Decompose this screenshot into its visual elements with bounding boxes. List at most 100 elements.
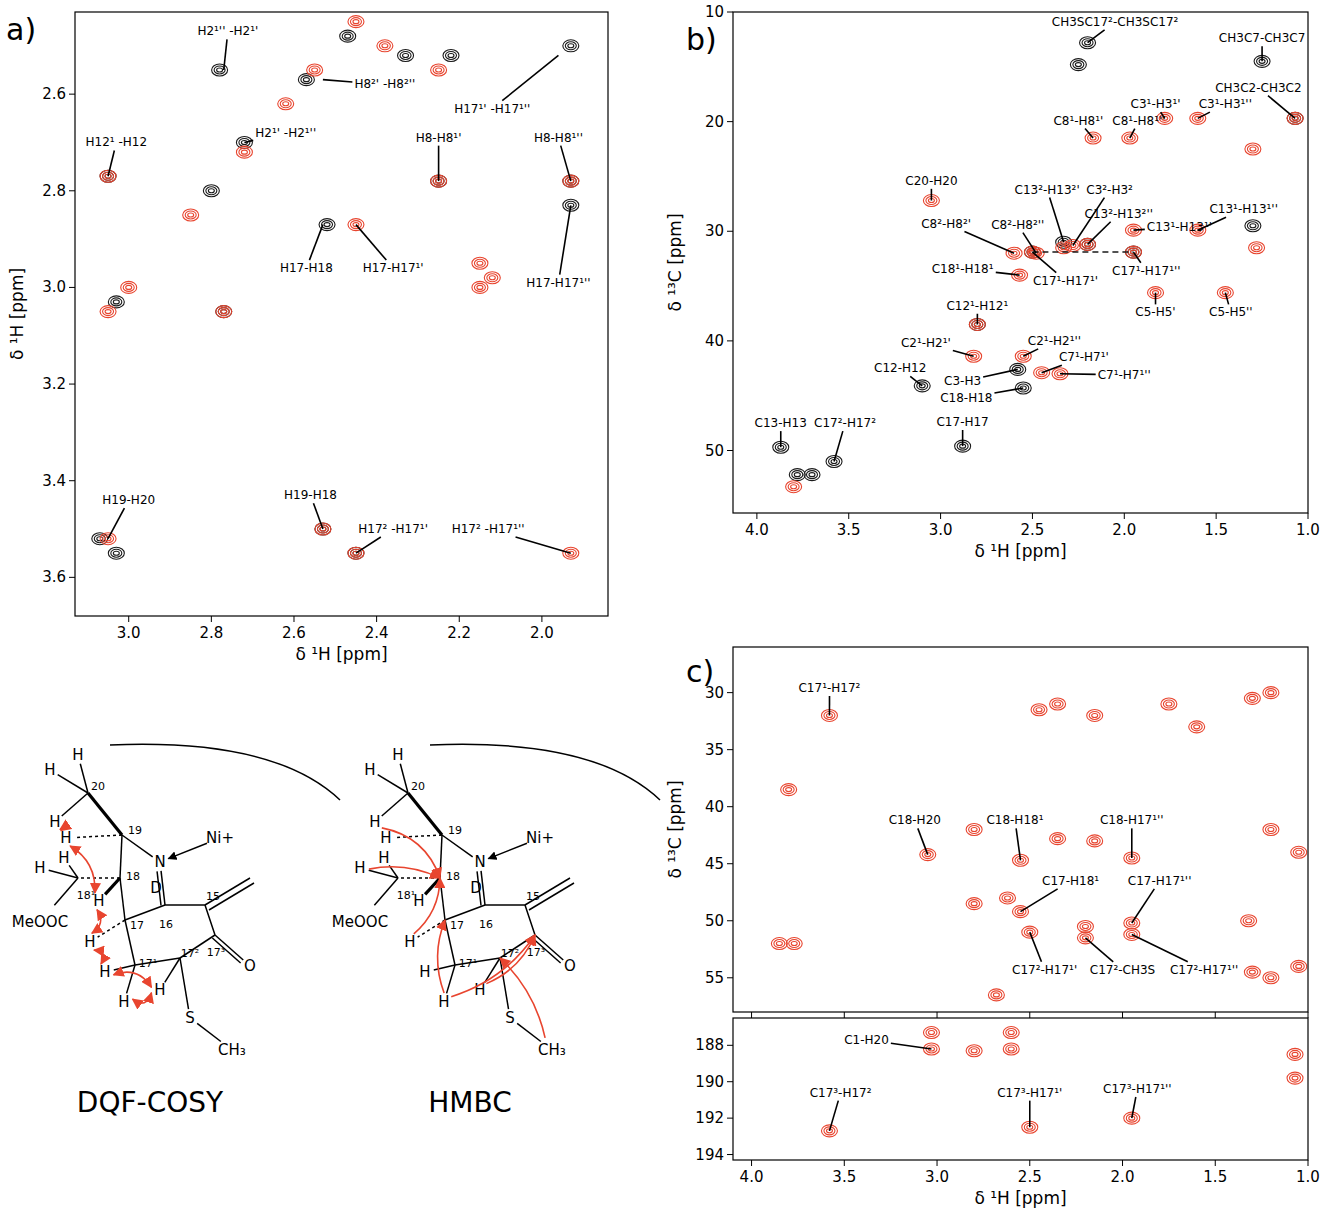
contour	[969, 900, 980, 908]
peak	[1245, 143, 1261, 155]
tick-label: 2.4	[365, 624, 389, 642]
peak-label: C12-H12	[874, 361, 926, 375]
data-group	[771, 687, 1306, 1001]
leader-line	[560, 205, 571, 274]
bond	[120, 878, 125, 920]
correlation-arrow	[451, 935, 535, 997]
peak-label: C3¹-H3¹''	[1199, 97, 1252, 111]
contour	[216, 306, 232, 318]
contour	[1287, 1072, 1303, 1084]
atom-label: H	[58, 849, 69, 867]
peak	[340, 30, 356, 42]
atom-label: 17	[450, 919, 464, 932]
peak	[804, 469, 820, 481]
leader-line	[1133, 229, 1144, 231]
leader-line	[1042, 365, 1062, 372]
tick	[756, 513, 757, 519]
contour	[1265, 974, 1276, 982]
tick	[727, 12, 733, 13]
bond	[180, 958, 189, 1009]
contour	[788, 483, 799, 491]
leader-line	[1050, 198, 1064, 243]
frame	[733, 1018, 1308, 1160]
contour	[1268, 828, 1274, 832]
bond	[447, 965, 455, 993]
atom-label: 17²	[181, 947, 199, 960]
contour	[123, 283, 134, 291]
structure-caption: HMBC	[428, 1086, 511, 1119]
bond	[120, 835, 122, 878]
contour	[433, 66, 444, 74]
panel: 4.03.53.02.52.01.51.01020304050δ ¹H [ppm…	[665, 3, 1320, 561]
peak	[923, 1027, 939, 1039]
peak	[563, 40, 579, 52]
tick-label: 2.6	[282, 624, 306, 642]
contour	[1263, 972, 1279, 984]
tick	[1308, 1012, 1309, 1018]
contour	[966, 824, 982, 836]
contour	[487, 274, 498, 282]
peak-label: C17³-H17¹''	[1103, 1082, 1172, 1096]
peak-label: C5-H5'	[1135, 305, 1175, 319]
bond	[395, 835, 442, 838]
peak-label: C13¹-H13¹''	[1209, 202, 1278, 216]
atom-label: H	[378, 849, 389, 867]
leader-line	[1132, 889, 1155, 923]
contour	[969, 1047, 980, 1055]
atom-label: H	[84, 933, 95, 951]
axis-title: δ ¹H [ppm]	[974, 1188, 1066, 1208]
contour	[1009, 249, 1020, 257]
data-group	[821, 1027, 1303, 1137]
contour	[971, 902, 977, 906]
macrocycle-arc	[430, 744, 660, 800]
correlation-arrow	[382, 828, 440, 878]
tick-label: 2.0	[530, 624, 554, 642]
contour	[1006, 247, 1022, 259]
leader-line	[834, 431, 843, 461]
tick-label: 50	[705, 442, 724, 460]
contour	[1287, 1048, 1303, 1060]
peak-label: C18-H17¹''	[1100, 813, 1164, 827]
atom-label: 17	[130, 919, 144, 932]
contour	[1245, 220, 1261, 232]
atom-label: N	[154, 853, 165, 871]
leader-line	[108, 150, 114, 176]
atom-label: H	[354, 859, 365, 877]
leader-line	[996, 272, 1020, 275]
contour	[1296, 964, 1302, 968]
contour	[1003, 1027, 1019, 1039]
peak	[1244, 966, 1260, 978]
contour	[105, 310, 111, 314]
atom-label: N	[474, 853, 485, 871]
contour	[278, 98, 294, 110]
tick	[727, 1118, 733, 1119]
leader-line	[1030, 932, 1042, 962]
peak	[1263, 687, 1279, 699]
bond	[525, 905, 535, 935]
peak	[1241, 915, 1257, 927]
bond	[114, 965, 135, 970]
tick-label: 3.0	[42, 278, 66, 296]
peak-label: H2¹'' -H2¹'	[197, 24, 258, 38]
atom-label: H	[364, 761, 375, 779]
contour	[472, 281, 488, 293]
axis-title: δ ¹³C [ppm]	[665, 213, 685, 311]
contour	[1268, 976, 1274, 980]
bond	[122, 835, 153, 857]
atom-label: CH₃	[538, 1041, 566, 1059]
contour	[1087, 835, 1103, 847]
contour	[806, 471, 817, 479]
contour	[1005, 896, 1011, 900]
leader-line	[516, 537, 571, 553]
contour	[1058, 244, 1069, 252]
correlation-arrow	[70, 846, 95, 893]
peak	[1161, 698, 1177, 710]
tick	[293, 616, 294, 622]
contour	[218, 308, 229, 316]
tick	[937, 1012, 938, 1018]
atom-label: H	[369, 813, 380, 831]
contour	[791, 485, 797, 489]
atom-label: H	[93, 892, 104, 910]
contour	[1241, 915, 1257, 927]
peak-label: C8²-H8²''	[991, 218, 1044, 232]
